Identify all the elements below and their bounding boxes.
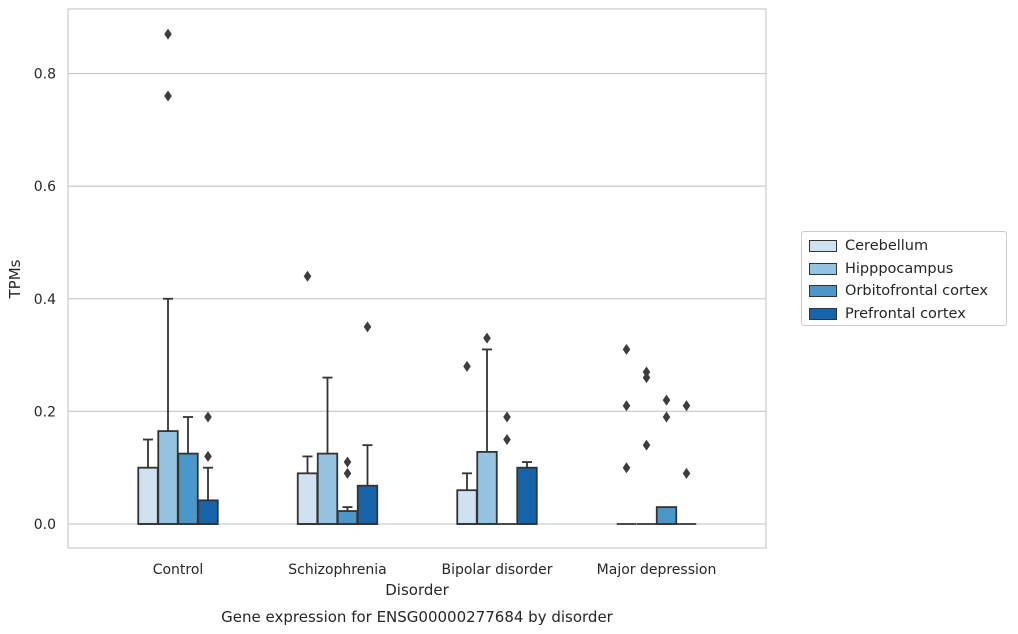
- box-groups: [137, 28, 697, 525]
- outlier-point: [164, 28, 172, 40]
- x-axis-title: Disorder: [385, 581, 449, 599]
- outlier-point: [662, 411, 671, 423]
- outlier-point: [204, 411, 212, 423]
- outlier-point: [682, 400, 691, 412]
- legend-swatch-orbitofrontal-cortex: [809, 285, 837, 298]
- outlier-point: [343, 456, 352, 468]
- outlier-point: [682, 467, 691, 479]
- legend-item-orbitofrontal-cortex: Orbitofrontal cortex: [809, 280, 1006, 303]
- outlier-point: [642, 366, 651, 378]
- legend-swatch-cerebellum: [809, 240, 837, 253]
- legend-label-prefrontal-cortex: Prefrontal cortex: [845, 305, 966, 322]
- outlier-point: [303, 270, 312, 282]
- outlier-point: [363, 321, 372, 333]
- x-tick-label: Major depression: [597, 562, 717, 578]
- legend: Cerebellum Hipppocampus Orbitofrontal co…: [801, 231, 1007, 326]
- y-tick-labels: 0.0 0.2 0.4 0.6 0.8: [34, 67, 56, 534]
- box-prefrontal-cortex: [356, 484, 379, 525]
- legend-label-cerebellum: Cerebellum: [845, 238, 929, 255]
- x-tick-labels: Control Schizophrenia Bipolar disorder Majo…: [153, 562, 717, 578]
- box-cerebellum: [137, 466, 159, 525]
- y-tick-label: 0.4: [34, 292, 56, 308]
- outlier-point: [483, 332, 491, 344]
- outlier-point: [662, 394, 671, 406]
- box-orbitofrontal-cortex: [177, 452, 199, 525]
- box-cerebellum: [456, 489, 478, 525]
- legend-item-prefrontal-cortex: Prefrontal cortex: [809, 303, 1006, 326]
- box-orbitofrontal-cortex: [336, 510, 359, 525]
- box-prefrontal-cortex: [197, 499, 219, 525]
- box-orbitofrontal-cortex: [655, 506, 678, 525]
- x-tick-label: Schizophrenia: [288, 562, 386, 578]
- x-tick-label: Control: [153, 562, 204, 578]
- legend-label-orbitofrontal-cortex: Orbitofrontal cortex: [845, 283, 988, 300]
- outlier-point: [642, 372, 651, 384]
- box-prefrontal-cortex: [516, 466, 538, 525]
- box-hipppocampus: [316, 452, 339, 525]
- box-hipppocampus: [157, 430, 179, 525]
- legend-label-hippocampus: Hipppocampus: [845, 260, 954, 277]
- outlier-point: [343, 467, 352, 479]
- outlier-point: [164, 90, 172, 102]
- outlier-point: [503, 434, 511, 446]
- y-tick-label: 0.0: [34, 517, 56, 533]
- y-tick-label: 0.2: [34, 404, 56, 420]
- x-tick-label: Bipolar disorder: [441, 562, 552, 578]
- outlier-point: [503, 411, 511, 423]
- legend-item-hippocampus: Hipppocampus: [809, 258, 1006, 281]
- legend-swatch-hippocampus: [809, 262, 837, 275]
- outlier-point: [622, 343, 631, 355]
- y-tick-label: 0.8: [34, 67, 56, 83]
- box-hipppocampus: [476, 451, 498, 525]
- plot-frame: [67, 8, 767, 549]
- outlier-point: [204, 450, 212, 462]
- outlier-point: [463, 360, 471, 372]
- chart-caption: Gene expression for ENSG00000277684 by d…: [221, 608, 614, 626]
- box-cerebellum: [296, 472, 319, 525]
- outlier-point: [642, 439, 651, 451]
- legend-swatch-prefrontal-cortex: [809, 307, 837, 320]
- legend-item-cerebellum: Cerebellum: [809, 235, 1006, 258]
- y-tick-label: 0.6: [34, 179, 56, 195]
- y-axis-title: TPMs: [6, 259, 24, 299]
- outlier-point: [622, 400, 631, 412]
- outlier-point: [622, 462, 631, 474]
